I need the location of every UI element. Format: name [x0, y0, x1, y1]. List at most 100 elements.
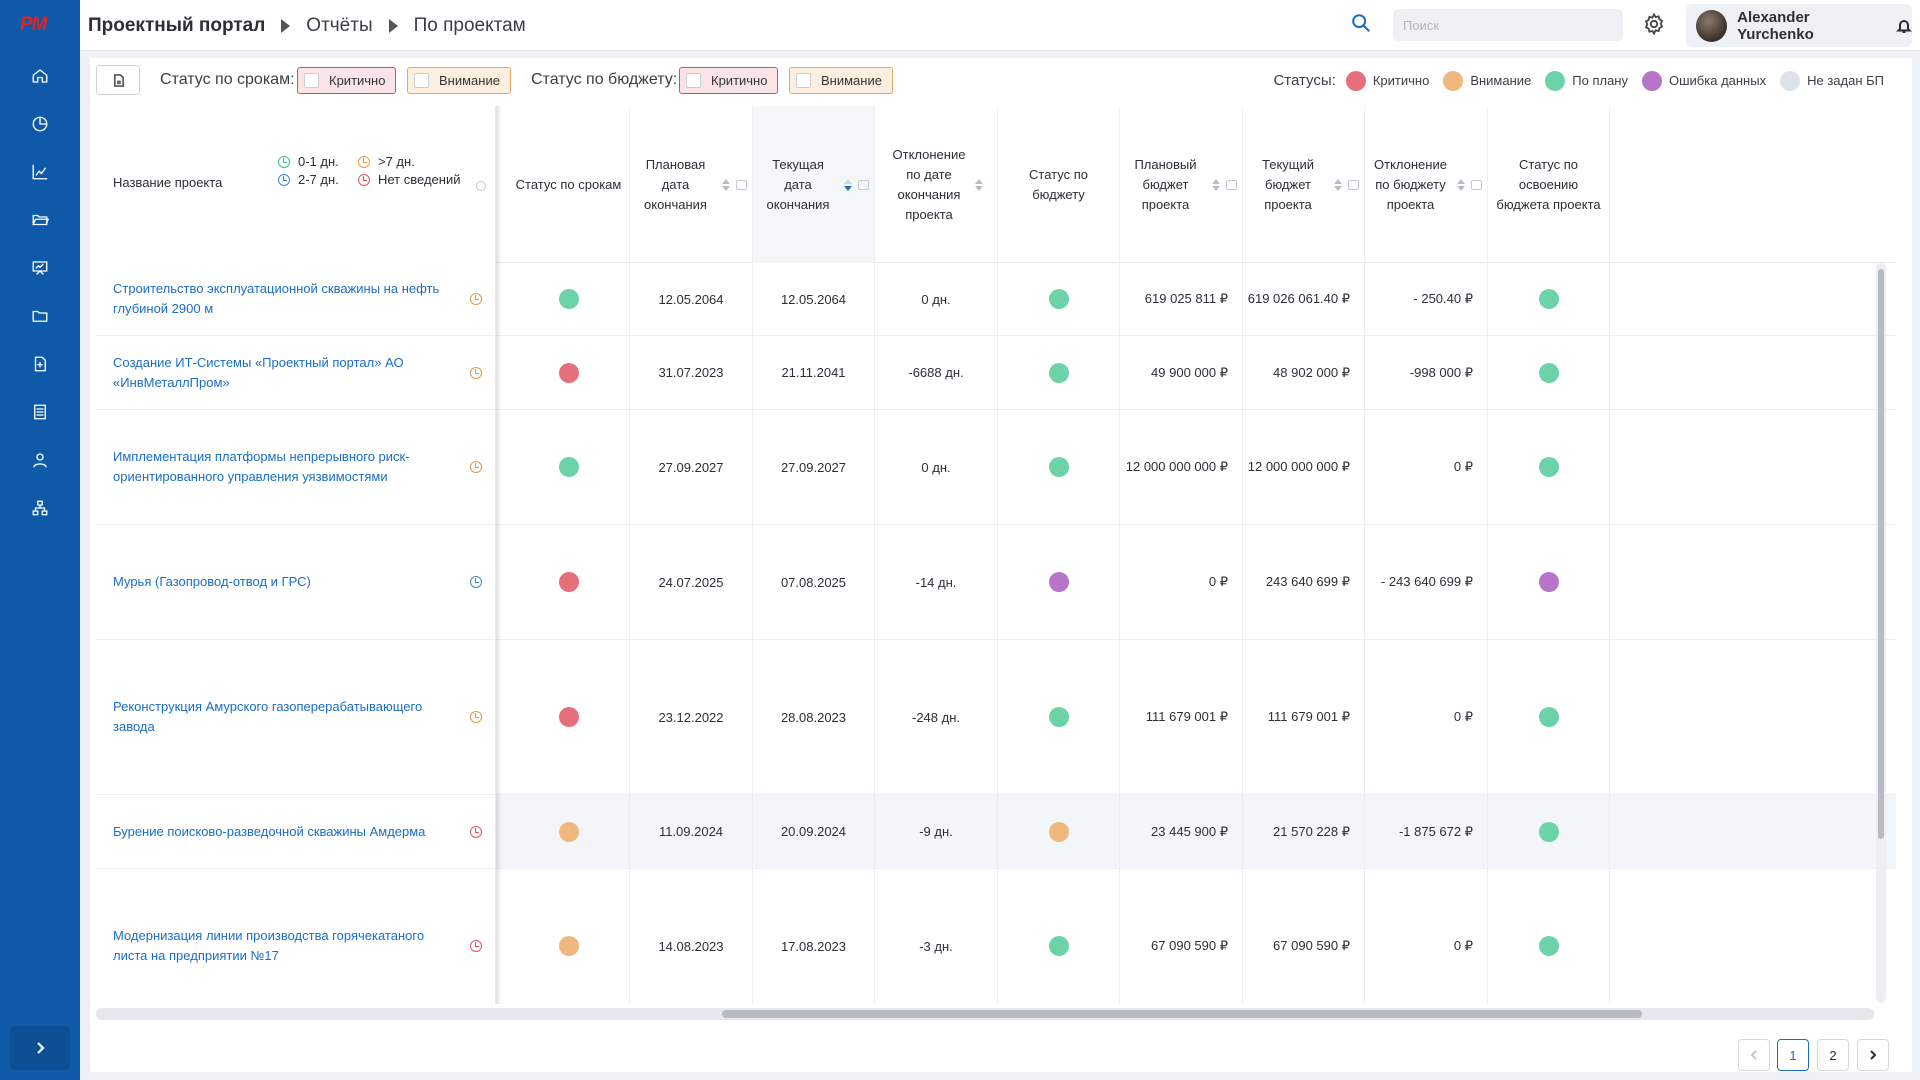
column-header[interactable]: Текущая дата окончания — [753, 106, 875, 263]
column-filter-icon[interactable] — [1348, 179, 1359, 190]
table-cell — [998, 336, 1120, 409]
user-icon[interactable] — [28, 448, 52, 472]
presentation-icon[interactable] — [28, 256, 52, 280]
clock-icon — [470, 940, 482, 952]
column-header[interactable]: Отклонение по бюджету проекта — [1365, 106, 1488, 263]
gear-icon[interactable] — [1642, 12, 1668, 38]
project-link[interactable]: Модернизация линии производства горячека… — [113, 928, 425, 963]
table-row[interactable]: 24.07.2025 07.08.2025 -14 дн. 0 ₽243 640 69… — [96, 525, 1896, 640]
page-1-button[interactable]: 1 — [1777, 1039, 1809, 1071]
column-header[interactable]: Плановый бюджет проекта — [1120, 106, 1243, 263]
table-row[interactable]: 14.08.2023 17.08.2023 -3 дн. 67 090 590 ₽67… — [96, 869, 1896, 1004]
budget-attention-filter[interactable]: Внимание — [789, 67, 893, 94]
clock-icon — [470, 366, 482, 379]
table-row[interactable]: 27.09.2027 27.09.2027 0 дн. 12 000 000 000 … — [96, 410, 1896, 525]
breadcrumb-reports[interactable]: Отчёты — [306, 14, 373, 36]
sort-icon[interactable] — [1334, 178, 1342, 191]
status-dot — [558, 572, 579, 592]
sort-icon[interactable] — [1456, 178, 1465, 191]
search-input[interactable] — [1393, 9, 1623, 41]
column-header[interactable]: Текущий бюджет проекта — [1243, 106, 1365, 263]
user-menu[interactable]: Alexander Yurchenko — [1686, 4, 1912, 47]
deadline-attention-filter[interactable]: Внимание — [407, 67, 511, 94]
column-filter-icon[interactable] — [1470, 179, 1482, 190]
table-cell — [998, 263, 1120, 335]
bar-chart-icon[interactable] — [28, 160, 52, 184]
vertical-scrollbar[interactable] — [1876, 263, 1886, 1003]
table-cell: 20.09.2024 — [753, 795, 875, 868]
table-cell: -9 дн. — [875, 795, 998, 868]
clock-icon — [470, 461, 482, 473]
export-button[interactable] — [96, 65, 140, 95]
table-row[interactable]: 11.09.2024 20.09.2024 -9 дн. 23 445 900 ₽21… — [96, 795, 1896, 869]
project-link[interactable]: Мурья (Газопровод-отвод и ГРС) — [113, 574, 311, 589]
next-page-button[interactable] — [1857, 1039, 1889, 1071]
checkbox[interactable] — [304, 73, 319, 88]
table-cell: -248 дн. — [875, 640, 998, 794]
horizontal-scroll-thumb[interactable] — [722, 1010, 1642, 1018]
avatar — [1696, 9, 1728, 42]
list-icon[interactable] — [28, 400, 52, 424]
app-logo[interactable]: PM — [20, 14, 48, 35]
table-cell: - 250.40 ₽ — [1365, 263, 1488, 335]
sort-icon[interactable] — [975, 178, 983, 191]
legend-label: По плану — [1572, 73, 1628, 88]
search-icon[interactable] — [1350, 12, 1376, 38]
sort-icon[interactable] — [721, 178, 730, 191]
column-filter-icon[interactable] — [1225, 179, 1237, 190]
deadline-critical-filter[interactable]: Критично — [297, 67, 397, 94]
status-dot — [558, 821, 579, 842]
breadcrumb-separator-icon — [388, 18, 398, 33]
prev-page-button[interactable] — [1738, 1039, 1770, 1071]
table-cell: 14.08.2023 — [630, 869, 753, 1004]
column-header[interactable]: Отклонение по дате окончания проекта — [875, 106, 998, 263]
legend-dot — [1780, 70, 1801, 91]
column-filter-icon[interactable] — [735, 179, 747, 190]
status-dot — [558, 457, 579, 477]
bell-icon[interactable] — [1896, 18, 1912, 34]
table-row[interactable]: 12.05.2064 12.05.2064 0 дн. 619 025 811 ₽61… — [96, 263, 1896, 336]
checkbox[interactable] — [796, 73, 811, 88]
file-add-icon[interactable] — [28, 352, 52, 376]
column-header-label: Отклонение по дате окончания проекта — [892, 146, 966, 222]
table-cell: 49 900 000 ₽ — [1120, 336, 1243, 409]
name-search-icon[interactable] — [476, 181, 486, 191]
budget-filter-label: Статус по бюджету: — [531, 71, 678, 88]
breadcrumb-portal[interactable]: Проектный портал — [88, 14, 266, 36]
project-link[interactable]: Реконструкция Амурского газоперерабатыва… — [113, 699, 423, 734]
vertical-scroll-thumb[interactable] — [1878, 269, 1884, 839]
status-dot — [1538, 572, 1559, 592]
home-icon[interactable] — [28, 64, 52, 88]
budget-critical-filter[interactable]: Критично — [679, 67, 779, 94]
column-header: Статус по освоению бюджета проекта — [1488, 106, 1610, 263]
checkbox[interactable] — [686, 73, 701, 88]
org-chart-icon[interactable] — [28, 496, 52, 520]
column-header-label: Статус по срокам — [515, 176, 622, 192]
column-header[interactable]: Плановая дата окончания — [630, 106, 753, 263]
folder-icon[interactable] — [28, 304, 52, 328]
folder-open-icon[interactable] — [28, 208, 52, 232]
name-column-title[interactable]: Название проекта — [113, 175, 223, 190]
checkbox[interactable] — [414, 73, 429, 88]
project-link[interactable]: Строительство эксплуатационной скважины … — [113, 281, 440, 316]
table-cell — [1488, 263, 1610, 335]
table-cell: 23 445 900 ₽ — [1120, 795, 1243, 868]
pie-chart-icon[interactable] — [28, 112, 52, 136]
page-2-button[interactable]: 2 — [1817, 1039, 1849, 1071]
status-dot — [558, 362, 579, 383]
sort-icon[interactable] — [844, 178, 852, 191]
project-link[interactable]: Создание ИТ-Системы «Проектный портал» А… — [113, 354, 404, 390]
project-link[interactable]: Бурение поисково-разведочной скважины Ам… — [113, 823, 426, 839]
clock-icon — [470, 293, 482, 305]
top-header: Проектный портал Отчёты По проектам Alex… — [80, 0, 1920, 51]
project-name-cell: Модернизация линии производства горячека… — [96, 869, 496, 1004]
deadline-legend-item: >7 дн. — [358, 154, 415, 169]
project-link[interactable]: Имплементация платформы непрерывного рис… — [113, 449, 410, 484]
table-row[interactable]: 31.07.2023 21.11.2041 -6688 дн. 49 900 000 … — [96, 336, 1896, 410]
horizontal-scrollbar[interactable] — [96, 1008, 1874, 1020]
sidebar-expand-button[interactable] — [10, 1026, 70, 1070]
sort-icon[interactable] — [1211, 178, 1220, 191]
table-cell: -1 875 672 ₽ — [1365, 795, 1488, 868]
column-filter-icon[interactable] — [858, 179, 869, 190]
table-row[interactable]: 23.12.2022 28.08.2023 -248 дн. 111 679 001 … — [96, 640, 1896, 795]
